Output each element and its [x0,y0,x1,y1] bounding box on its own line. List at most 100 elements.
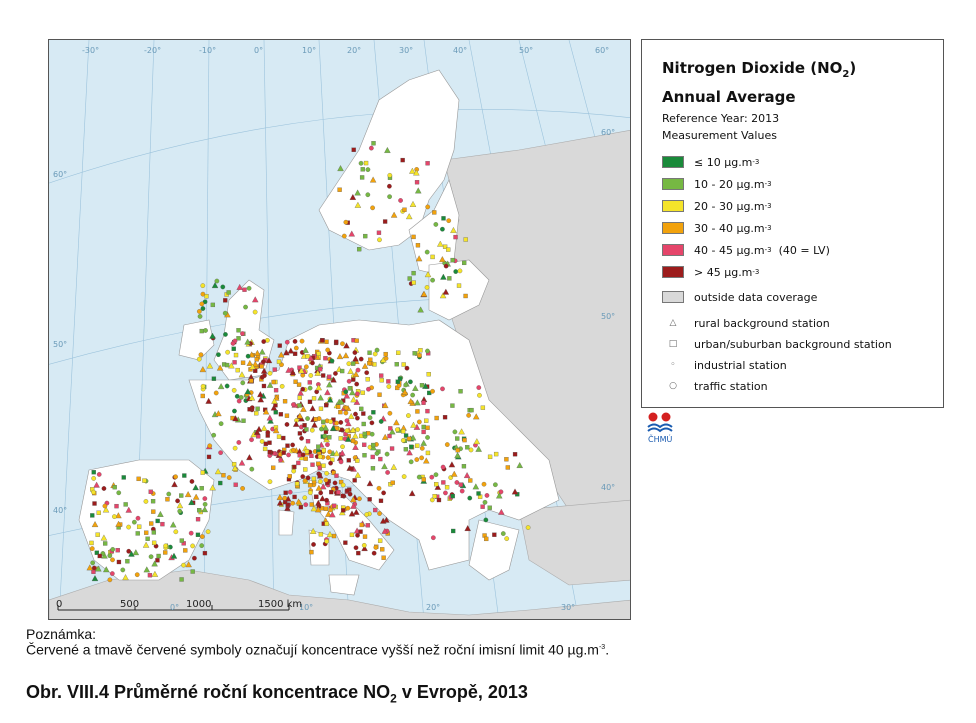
station-marker [216,364,224,371]
station-marker [421,477,426,482]
station-marker [373,507,378,513]
station-marker [224,362,230,368]
station-marker [345,420,352,427]
station-marker [179,538,185,543]
station-marker [500,531,506,536]
station-marker [107,577,113,583]
station-marker [436,497,442,503]
lon-tick: -20° [144,46,162,55]
station-marker [443,263,449,269]
lon-tick: 40° [453,46,468,55]
station-marker [171,481,178,488]
station-marker [228,362,235,369]
station-marker [381,490,386,496]
station-marker [363,233,368,239]
station-marker [384,146,391,153]
station-marker [207,443,213,449]
station-marker [383,351,388,357]
station-marker [511,488,519,495]
station-marker [320,373,326,378]
station-marker [262,446,268,452]
station-marker [149,521,154,526]
station-marker [360,390,365,395]
station-marker [393,419,400,426]
station-marker [504,457,509,462]
station-marker [305,416,310,421]
station-marker [358,160,364,166]
class-label: 40 - 45 µg.m [694,243,765,257]
station-marker [319,426,324,432]
station-marker [405,213,413,220]
class-extra: (40 = LV) [771,243,830,257]
station-marker [358,529,363,534]
station-marker [283,349,290,356]
station-marker [374,347,380,353]
station-marker [387,183,392,189]
station-marker [200,393,205,399]
station-marker [386,379,391,384]
station-marker [199,486,204,491]
station-marker [361,362,369,369]
station-marker [136,476,141,482]
station-marker [396,350,401,355]
station-marker [86,564,94,571]
station-marker [415,243,421,248]
station-marker [248,394,256,401]
station-marker [292,351,298,356]
station-marker [262,408,270,415]
station-marker [322,424,330,431]
station-marker [316,444,321,449]
note-end: . [605,641,610,658]
station-marker [425,204,431,210]
station-marker [354,201,362,208]
triangle-icon: △ [669,318,677,328]
station-marker [424,271,432,278]
station-marker [339,449,346,456]
station-marker [434,483,442,490]
station-marker [283,490,288,495]
station-marker [340,482,346,488]
caption-sub: 2 [390,691,397,706]
station-marker [267,417,274,424]
station-marker [175,498,180,504]
station-marker [121,475,126,480]
station-marker [311,542,316,547]
station-marker [379,373,384,378]
station-marker [198,352,204,358]
station-marker [424,418,429,423]
station-marker [463,237,468,242]
station-marker [477,392,482,398]
station-marker [147,573,153,578]
station-marker [296,382,302,387]
station-marker [279,384,285,389]
station-marker [297,365,302,370]
station-marker [338,398,345,405]
class-sup: -3 [764,224,772,232]
station-marker [218,450,223,456]
station-marker [352,355,359,362]
station-marker [458,389,463,394]
station-marker [410,392,415,398]
station-marker [136,524,142,529]
station-marker [203,328,208,333]
station-marker [273,410,278,415]
station-marker [343,540,348,545]
lon-tick: 20° [426,603,441,612]
station-marker [406,436,412,441]
scale-label: 1000 [186,599,212,610]
station-marker [192,493,200,500]
station-marker [317,394,324,401]
station-marker [115,520,122,527]
square-icon: □ [668,339,678,349]
station-marker [371,141,376,146]
legend-class-row: ≤ 10 µg.m -3 [662,155,759,169]
station-marker [403,382,409,388]
station-marker [206,362,214,369]
station-marker [291,468,297,474]
station-marker [381,433,389,440]
lon-tick: -30° [82,46,100,55]
station-marker [360,167,365,172]
station-marker [344,405,349,411]
station-marker [482,499,488,505]
station-marker [346,458,351,463]
